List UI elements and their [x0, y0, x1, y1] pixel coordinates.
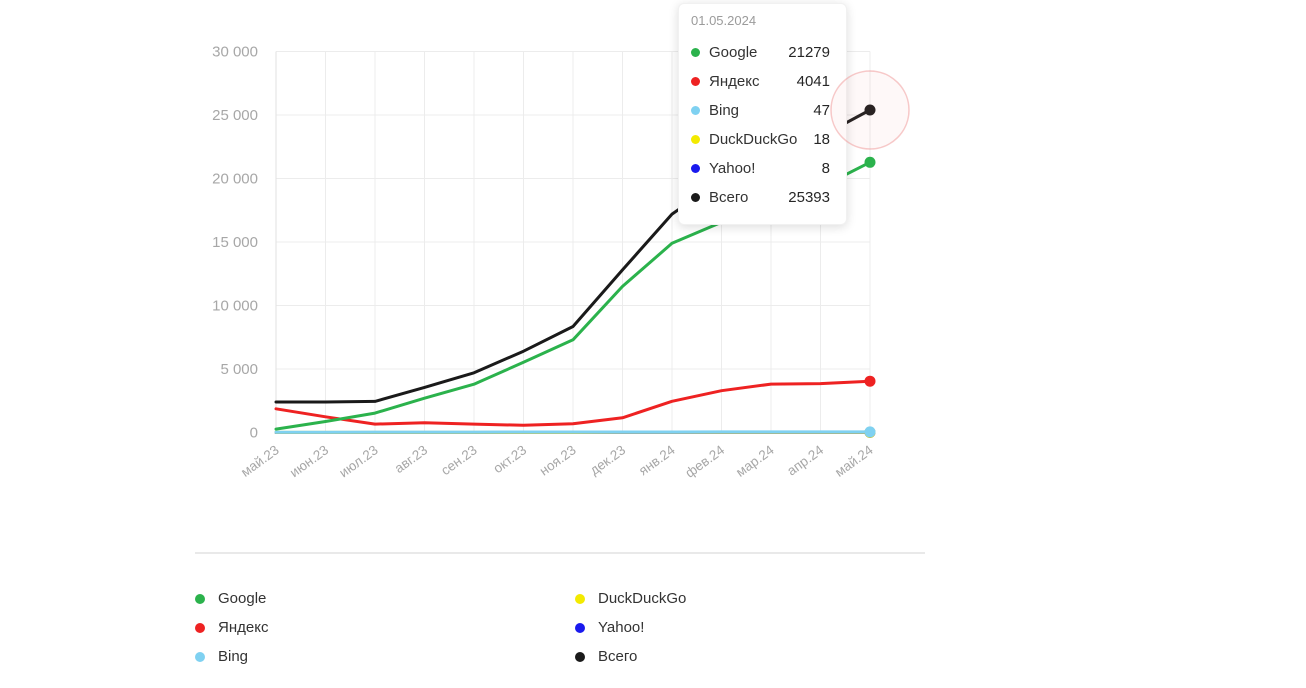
tooltip-series-name: Всего — [709, 189, 749, 206]
x-tick-label: мар.24 — [733, 442, 777, 480]
series-color-dot-total — [691, 193, 700, 202]
x-tick-label: окт.23 — [490, 442, 529, 476]
x-tick-label: ноя.23 — [537, 442, 579, 478]
y-tick-label: 0 — [250, 425, 258, 442]
legend-dot-bing — [195, 651, 205, 662]
series-line-yandex — [274, 379, 872, 427]
tooltip-series-value: 18 — [813, 131, 830, 148]
legend-item-total[interactable]: Всего — [575, 642, 686, 671]
legend-item-duckduckgo[interactable]: DuckDuckGo — [575, 584, 686, 613]
chart-tooltip: 01.05.2024 Google 21279 Яндекс 4041 Bing 47 Du… — [678, 3, 847, 225]
tooltip-row-total: Всего 25393 — [691, 183, 830, 212]
legend-item-yandex[interactable]: Яндекс — [195, 613, 268, 642]
series-color-dot-bing — [691, 106, 700, 115]
x-tick-label: июл.23 — [336, 442, 380, 480]
legend-label: Yahoo! — [598, 619, 645, 636]
y-tick-label: 15 000 — [212, 234, 258, 251]
tooltip-row-yandex: Яндекс 4041 — [691, 67, 830, 96]
series-color-dot-yahoo — [691, 164, 700, 173]
legend-divider — [195, 552, 925, 554]
series-end-dot-bing — [864, 426, 876, 438]
legend-label: Всего — [598, 648, 638, 665]
legend-label: DuckDuckGo — [598, 590, 687, 607]
tooltip-series-value: 47 — [813, 102, 830, 119]
y-tick-label: 10 000 — [212, 298, 258, 315]
legend-item-google[interactable]: Google — [195, 584, 268, 613]
legend-label: Google — [218, 590, 267, 607]
x-tick-label: авг.23 — [392, 442, 431, 476]
x-tick-label: дек.23 — [587, 442, 628, 478]
x-tick-label: янв.24 — [636, 442, 678, 478]
x-tick-label: май.24 — [832, 442, 876, 480]
tooltip-rows: Google 21279 Яндекс 4041 Bing 47 DuckDuckGo 18 Y… — [691, 38, 830, 212]
tooltip-series-name: Яндекс — [709, 73, 760, 90]
tooltip-series-name: DuckDuckGo — [709, 131, 798, 148]
legend-dot-total — [575, 651, 585, 662]
tooltip-row-google: Google 21279 — [691, 38, 830, 67]
tooltip-series-value: 4041 — [796, 73, 830, 90]
x-tick-label: апр.24 — [784, 442, 826, 479]
tooltip-date: 01.05.2024 — [691, 13, 757, 28]
tooltip-series-value: 25393 — [788, 189, 830, 206]
legend-dot-yandex — [195, 622, 205, 633]
tooltip-series-name: Google — [709, 44, 758, 61]
series-color-dot-duckduckgo — [691, 135, 700, 144]
series-end-dot-total — [864, 104, 876, 116]
legend-item-bing[interactable]: Bing — [195, 642, 268, 671]
legend-column-right: DuckDuckGo Yahoo! Всего — [575, 584, 686, 671]
tooltip-series-name: Yahoo! — [709, 160, 756, 177]
y-tick-label: 30 000 — [212, 44, 258, 61]
x-tick-label: сен.23 — [438, 442, 480, 478]
x-tick-label: фев.24 — [682, 442, 727, 481]
series-color-dot-google — [691, 48, 700, 57]
tooltip-series-name: Bing — [709, 102, 740, 119]
legend-column-left: Google Яндекс Bing — [195, 584, 268, 671]
legend-dot-google — [195, 593, 205, 604]
y-tick-label: 5 000 — [220, 361, 258, 378]
tooltip-series-value: 21279 — [788, 44, 830, 61]
series-end-dot-google — [864, 156, 876, 168]
legend-label: Bing — [218, 648, 249, 665]
y-tick-label: 20 000 — [212, 171, 258, 188]
tooltip-series-value: 8 — [821, 160, 830, 177]
series-color-dot-yandex — [691, 77, 700, 86]
y-tick-label: 25 000 — [212, 107, 258, 124]
tooltip-row-yahoo: Yahoo! 8 — [691, 154, 830, 183]
traffic-chart[interactable]: 0 5 000 10 000 15 000 20 000 25 000 30 000 май.… — [0, 0, 1306, 560]
x-tick-label: май.23 — [238, 442, 282, 479]
legend-dot-yahoo — [575, 622, 585, 633]
series-end-dot-yandex — [864, 375, 876, 387]
tooltip-row-duckduckgo: DuckDuckGo 18 — [691, 125, 830, 154]
legend-label: Яндекс — [218, 619, 269, 636]
tooltip-row-bing: Bing 47 — [691, 96, 830, 125]
legend-dot-duckduckgo — [575, 593, 585, 604]
x-tick-label: июн.23 — [287, 442, 331, 480]
legend-item-yahoo[interactable]: Yahoo! — [575, 613, 686, 642]
